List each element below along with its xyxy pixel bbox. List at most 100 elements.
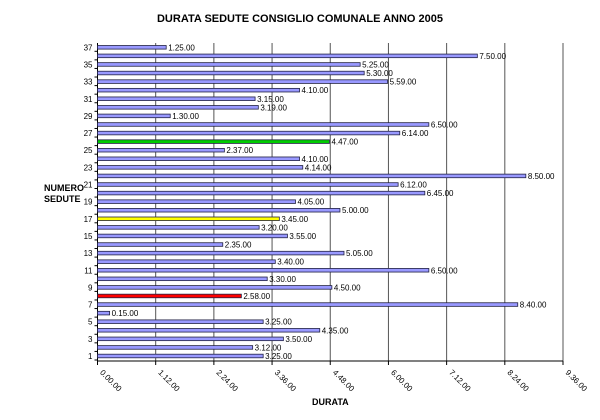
bar-value-label: 3.15.00: [257, 95, 284, 104]
bar-seduta-30: [97, 105, 259, 110]
bar-seduta-5: [97, 319, 264, 324]
bar-value-label: 6.50.00: [431, 266, 458, 275]
bar-value-label: 4.10.00: [302, 86, 329, 95]
bar-value-label: 1.25.00: [168, 43, 195, 52]
y-tick-label: 11: [84, 266, 93, 275]
bar-value-label: 5.59.00: [390, 78, 417, 87]
bar-seduta-2: [97, 345, 254, 350]
bar-seduta-14: [97, 242, 224, 247]
bar-seduta-4: [97, 328, 321, 333]
x-tick-label: 3.36.00: [273, 368, 299, 394]
bar-seduta-26: [97, 139, 330, 144]
bar-value-label: 7.50.00: [479, 52, 506, 61]
y-tick-label: 37: [84, 43, 93, 52]
bar-value-label: 3.19.00: [260, 103, 287, 112]
bar-seduta-34: [97, 70, 365, 76]
bar-seduta-15: [97, 233, 288, 239]
bar-value-label: 4.47.00: [331, 138, 358, 147]
bar-seduta-24: [97, 156, 300, 161]
bar-value-label: 2.37.00: [226, 146, 253, 155]
y-axis-label-line2: SEDUTE: [44, 194, 81, 204]
y-tick-label: 19: [84, 198, 93, 207]
chart-title: DURATA SEDUTE CONSIGLIO COMUNALE ANNO 20…: [156, 13, 444, 25]
bar-value-label: 1.30.00: [172, 112, 199, 121]
y-tick-label: 27: [84, 129, 93, 138]
bar-value-label: 3.30.00: [269, 275, 296, 284]
bar-value-label: 5.05.00: [346, 249, 373, 258]
bar-seduta-37: [97, 45, 167, 50]
bar-value-label: 3.20.00: [261, 223, 288, 232]
x-tick-label: 2.24.00: [214, 368, 240, 394]
y-tick-label: 5: [88, 318, 93, 327]
bar-seduta-29: [97, 113, 171, 119]
bar-value-label: 4.35.00: [322, 326, 349, 335]
bar-value-label: 4.50.00: [334, 283, 361, 292]
x-tick-label: 8.24.00: [505, 368, 531, 394]
y-tick-label: 7: [88, 301, 93, 310]
bar-value-label: 3.45.00: [281, 215, 308, 224]
bar-seduta-23: [97, 165, 304, 170]
bar-value-label: 5.00.00: [342, 206, 369, 215]
bar-seduta-6: [97, 310, 111, 316]
bar-seduta-22: [97, 173, 527, 179]
bar-value-label: 6.12.00: [400, 181, 427, 190]
y-tick-label: 13: [84, 249, 93, 258]
y-tick-label: 9: [88, 283, 93, 292]
bar-value-label: 3.25.00: [265, 352, 292, 361]
bar-seduta-8: [97, 293, 242, 299]
x-tick-label: 7.12.00: [447, 368, 473, 394]
x-tick-label: 1.12.00: [156, 368, 182, 394]
bar-value-label: 2.35.00: [225, 241, 252, 250]
x-tick-label: 6.00.00: [389, 368, 415, 394]
bar-seduta-1: [97, 353, 264, 359]
bar-seduta-11: [97, 268, 430, 273]
bar-value-label: 3.40.00: [277, 258, 304, 267]
bar-value-label: 8.50.00: [528, 172, 555, 181]
bar-value-label: 0.15.00: [112, 309, 139, 318]
bar-seduta-19: [97, 199, 296, 204]
bar-value-label: 4.05.00: [297, 198, 324, 207]
bar-seduta-9: [97, 285, 333, 290]
bar-seduta-17: [97, 216, 280, 221]
y-tick-label: 17: [84, 215, 93, 224]
bar-value-label: 3.25.00: [265, 318, 292, 327]
bar-value-label: 3.55.00: [289, 232, 316, 241]
bar-value-label: 3.12.00: [255, 343, 282, 352]
bar-seduta-12: [97, 259, 276, 264]
bar-seduta-10: [97, 276, 268, 282]
y-tick-label: 33: [84, 78, 93, 87]
bar-value-label: 6.14.00: [402, 129, 429, 138]
bar-seduta-20: [97, 190, 426, 196]
y-tick-label: 23: [84, 163, 93, 172]
x-tick-label: 9.36.00: [564, 368, 590, 394]
bar-seduta-21: [97, 182, 399, 187]
bar-value-label: 6.45.00: [427, 189, 454, 198]
y-tick-label: 31: [84, 95, 93, 104]
y-tick-label: 15: [84, 232, 93, 241]
bar-seduta-32: [97, 87, 300, 93]
bar-seduta-18: [97, 208, 341, 213]
y-tick-label: 25: [84, 146, 93, 155]
bar-value-label: 5.25.00: [362, 60, 389, 69]
bar-seduta-35: [97, 62, 361, 67]
bar-value-label: 4.10.00: [302, 155, 329, 164]
y-tick-label: 1: [88, 352, 93, 361]
bar-value-label: 6.50.00: [431, 120, 458, 129]
x-axis-label: DURATA: [312, 397, 349, 407]
bar-value-label: 3.50.00: [285, 335, 312, 344]
y-tick-label: 3: [88, 335, 93, 344]
y-axis-label: NUMERO SEDUTE: [44, 183, 104, 205]
bar-seduta-7: [97, 302, 519, 307]
bar-seduta-36: [97, 53, 478, 59]
y-tick-label: 35: [84, 60, 93, 69]
y-axis-label-line1: NUMERO: [44, 183, 84, 193]
bar-seduta-31: [97, 96, 256, 101]
x-tick-label: 4.48.00: [331, 368, 357, 394]
y-tick-label: 29: [84, 112, 93, 121]
bar-seduta-33: [97, 79, 389, 84]
bar-value-label: 5.30.00: [366, 69, 393, 78]
bar-seduta-28: [97, 122, 430, 127]
bar-seduta-3: [97, 336, 284, 342]
bar-seduta-27: [97, 130, 401, 136]
